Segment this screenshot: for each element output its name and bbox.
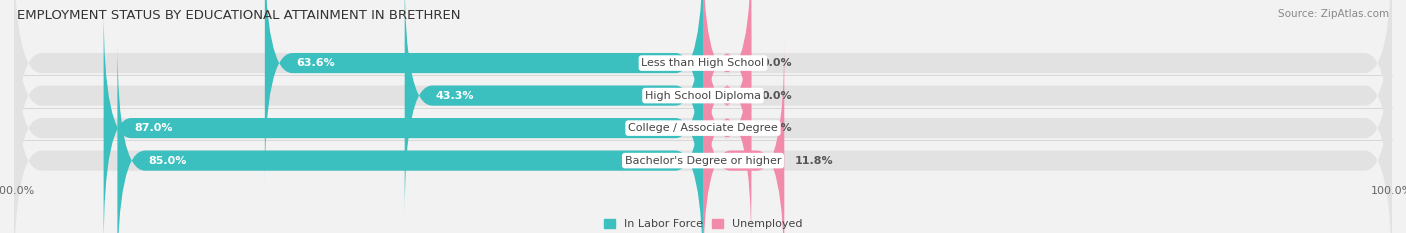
Text: 0.0%: 0.0% bbox=[762, 91, 792, 101]
FancyBboxPatch shape bbox=[703, 41, 785, 233]
FancyBboxPatch shape bbox=[703, 0, 751, 183]
Text: Bachelor's Degree or higher: Bachelor's Degree or higher bbox=[624, 156, 782, 166]
Text: EMPLOYMENT STATUS BY EDUCATIONAL ATTAINMENT IN BRETHREN: EMPLOYMENT STATUS BY EDUCATIONAL ATTAINM… bbox=[17, 9, 460, 22]
FancyBboxPatch shape bbox=[117, 41, 703, 233]
Text: 43.3%: 43.3% bbox=[436, 91, 474, 101]
Legend: In Labor Force, Unemployed: In Labor Force, Unemployed bbox=[603, 219, 803, 229]
Text: 63.6%: 63.6% bbox=[295, 58, 335, 68]
Text: 0.0%: 0.0% bbox=[762, 123, 792, 133]
Text: Source: ZipAtlas.com: Source: ZipAtlas.com bbox=[1278, 9, 1389, 19]
FancyBboxPatch shape bbox=[104, 8, 703, 233]
Text: Less than High School: Less than High School bbox=[641, 58, 765, 68]
FancyBboxPatch shape bbox=[14, 41, 1392, 233]
Text: 87.0%: 87.0% bbox=[135, 123, 173, 133]
Text: 0.0%: 0.0% bbox=[762, 58, 792, 68]
FancyBboxPatch shape bbox=[14, 0, 1392, 216]
FancyBboxPatch shape bbox=[405, 0, 703, 216]
FancyBboxPatch shape bbox=[14, 8, 1392, 233]
FancyBboxPatch shape bbox=[264, 0, 703, 183]
FancyBboxPatch shape bbox=[703, 8, 751, 233]
Text: 85.0%: 85.0% bbox=[149, 156, 187, 166]
Text: College / Associate Degree: College / Associate Degree bbox=[628, 123, 778, 133]
FancyBboxPatch shape bbox=[703, 0, 751, 216]
FancyBboxPatch shape bbox=[14, 0, 1392, 183]
Text: 11.8%: 11.8% bbox=[794, 156, 834, 166]
Text: High School Diploma: High School Diploma bbox=[645, 91, 761, 101]
